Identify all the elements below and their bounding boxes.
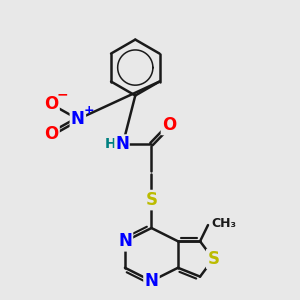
Text: N: N [145, 272, 158, 290]
Text: CH₃: CH₃ [212, 217, 237, 230]
Text: S: S [207, 250, 219, 268]
Text: O: O [44, 95, 58, 113]
Text: O: O [162, 116, 176, 134]
Text: N: N [115, 135, 129, 153]
Text: O: O [44, 125, 58, 143]
Text: N: N [118, 232, 132, 250]
Text: H: H [105, 137, 117, 151]
Text: N: N [71, 110, 85, 128]
Text: −: − [56, 88, 68, 101]
Text: S: S [146, 191, 158, 209]
Text: +: + [83, 104, 94, 117]
